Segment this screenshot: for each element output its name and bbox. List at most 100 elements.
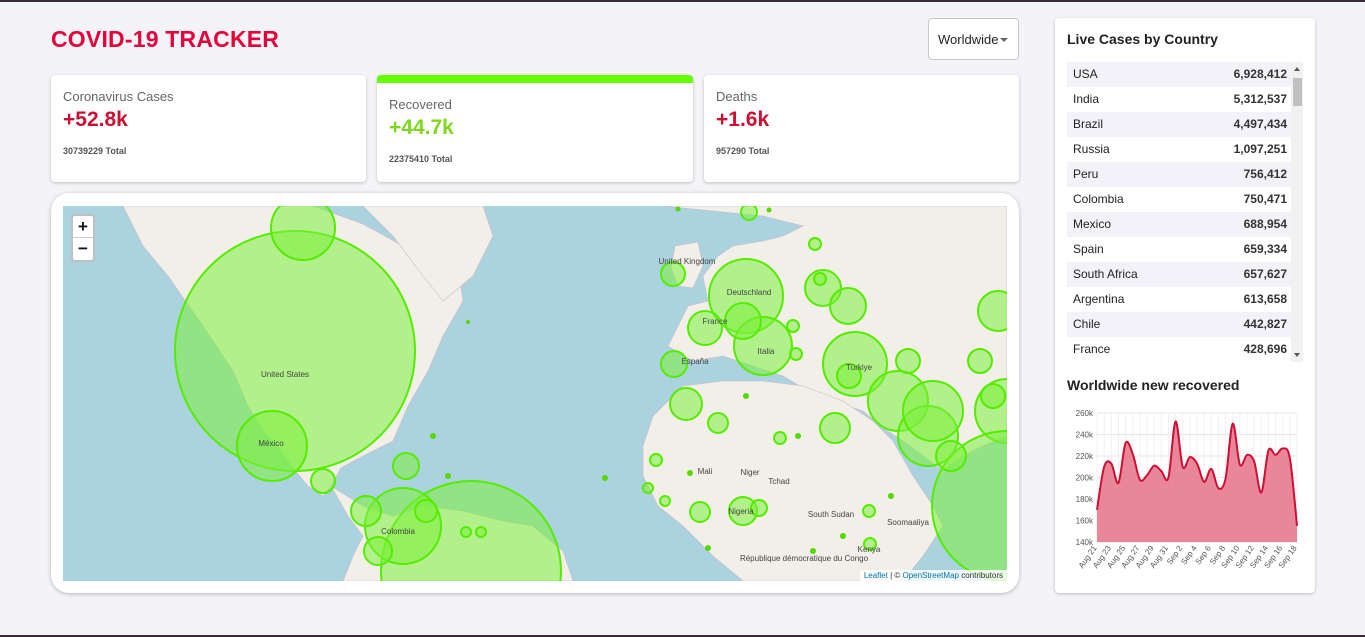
country-cases: 659,334: [1243, 242, 1287, 256]
sidebar-card: Live Cases by Country USA 6,928,412 India 5…: [1055, 18, 1315, 593]
country-name: France: [1073, 342, 1111, 356]
table-row: France 428,696: [1067, 337, 1303, 362]
map-label: Niger: [740, 468, 759, 477]
country-cases: 428,696: [1243, 342, 1287, 356]
country-cases: 5,312,537: [1233, 92, 1287, 106]
table-scrollbar[interactable]: [1291, 62, 1303, 362]
zoom-out-button[interactable]: −: [78, 239, 88, 258]
country-name: Spain: [1073, 242, 1104, 256]
y-tick-label: 240k: [1076, 431, 1094, 440]
country-name: Chile: [1073, 317, 1101, 331]
osm-link[interactable]: OpenStreetMap: [902, 571, 959, 580]
country-name: Colombia: [1073, 192, 1124, 206]
bubble-dot: [445, 473, 451, 479]
caret-down-icon: [1000, 38, 1008, 42]
table-row: Peru 756,412: [1067, 162, 1303, 187]
recovered-label: Recovered: [389, 97, 452, 112]
map-label: South Sudan: [808, 510, 854, 519]
map-attribution: Leaflet | © OpenStreetMap contributors: [859, 570, 1007, 581]
map-label: France: [703, 317, 728, 326]
table-row: Colombia 750,471: [1067, 187, 1303, 212]
bubble-dot: [795, 433, 801, 439]
map-label: Colombia: [381, 527, 415, 536]
country-cases: 750,471: [1243, 192, 1287, 206]
map-label: Soomaaliya: [887, 518, 929, 527]
scroll-thumb[interactable]: [1293, 78, 1302, 106]
map-label: Mali: [698, 467, 713, 476]
map-label: Kenya: [858, 545, 881, 554]
map-label: España: [681, 357, 709, 366]
app-title: COVID-19 TRACKER: [51, 26, 280, 52]
map-label: Deutschland: [727, 288, 771, 297]
y-tick-label: 260k: [1076, 409, 1094, 418]
map-card: United States México Colombia United Kin…: [51, 193, 1019, 593]
map-label: United Kingdom: [659, 257, 716, 266]
country-name: India: [1073, 92, 1100, 106]
country-name: Brazil: [1073, 117, 1104, 131]
zoom-control: + −: [71, 214, 95, 262]
country-cases: 4,497,434: [1233, 117, 1287, 131]
scroll-up-icon[interactable]: [1294, 67, 1300, 71]
chart-line: [1096, 420, 1298, 526]
zoom-in-button[interactable]: +: [73, 216, 93, 238]
table-row: India 5,312,537: [1067, 87, 1303, 112]
cases-label: Coronavirus Cases: [63, 89, 174, 104]
case-bubbles[interactable]: [174, 206, 1007, 581]
map-label: République démocratique du Congo: [740, 554, 869, 563]
land-greenland: [362, 206, 494, 302]
bubble-dot: [466, 320, 470, 324]
country-cases: 613,658: [1243, 292, 1287, 306]
map-tiles: United States México Colombia United Kin…: [122, 206, 1007, 581]
map-label: Nigeria: [728, 507, 754, 516]
table-row: South Africa 657,627: [1067, 262, 1303, 287]
country-cases: 442,827: [1243, 317, 1287, 331]
cases-card[interactable]: Coronavirus Cases +52.8k 30739229 Total: [51, 75, 366, 182]
recovered-card[interactable]: Recovered +44.7k 22375410 Total: [377, 75, 693, 182]
table-row: USA 6,928,412: [1067, 62, 1303, 87]
table-row: Argentina 613,658: [1067, 287, 1303, 312]
recovered-total: 22375410 Total: [389, 154, 453, 164]
map-label: Italia: [758, 347, 775, 356]
bubble-dot: [840, 533, 846, 539]
country-name: Peru: [1073, 167, 1099, 181]
country-name: USA: [1073, 67, 1098, 81]
bubble-dot: [766, 207, 772, 213]
map-label: Tchad: [768, 477, 789, 486]
map-label: México: [258, 439, 284, 448]
country-select[interactable]: Worldwide: [928, 18, 1019, 60]
live-cases-table[interactable]: USA 6,928,412 India 5,312,537 Brazil 4,497,43…: [1067, 62, 1303, 362]
y-tick-label: 160k: [1076, 517, 1094, 526]
table-row: Chile 442,827: [1067, 312, 1303, 337]
country-cases: 688,954: [1243, 217, 1287, 231]
map-label: United States: [261, 370, 309, 379]
country-name: Mexico: [1073, 217, 1112, 231]
bubble-dot: [675, 206, 681, 212]
deaths-value: +1.6k: [716, 108, 770, 131]
y-tick-label: 140k: [1076, 538, 1094, 547]
y-tick-label: 220k: [1076, 452, 1094, 461]
deaths-label: Deaths: [716, 89, 758, 104]
world-map[interactable]: United States México Colombia United Kin…: [63, 206, 1007, 581]
bubble-dot: [430, 433, 436, 439]
country-name: Russia: [1073, 142, 1110, 156]
country-cases: 1,097,251: [1233, 142, 1287, 156]
country-cases: 756,412: [1243, 167, 1287, 181]
bubble-dot: [687, 470, 693, 476]
map-label: Türkiye: [846, 363, 873, 372]
table-row: Brazil 4,497,434: [1067, 112, 1303, 137]
country-name: South Africa: [1073, 267, 1138, 281]
bubble-dot: [705, 545, 711, 551]
country-select-value: Worldwide: [938, 31, 999, 47]
scroll-down-icon[interactable]: [1294, 353, 1300, 357]
table-row: Russia 1,097,251: [1067, 137, 1303, 162]
bubble-dot: [743, 393, 749, 399]
attribution-separator: | ©: [887, 571, 903, 580]
deaths-card[interactable]: Deaths +1.6k 957290 Total: [704, 75, 1019, 182]
deaths-total: 957290 Total: [716, 146, 770, 156]
table-row: Spain 659,334: [1067, 237, 1303, 262]
chart-area: [1097, 421, 1297, 542]
bubble-dot: [888, 493, 894, 499]
y-tick-label: 200k: [1076, 474, 1094, 483]
leaflet-link[interactable]: Leaflet: [863, 571, 888, 580]
